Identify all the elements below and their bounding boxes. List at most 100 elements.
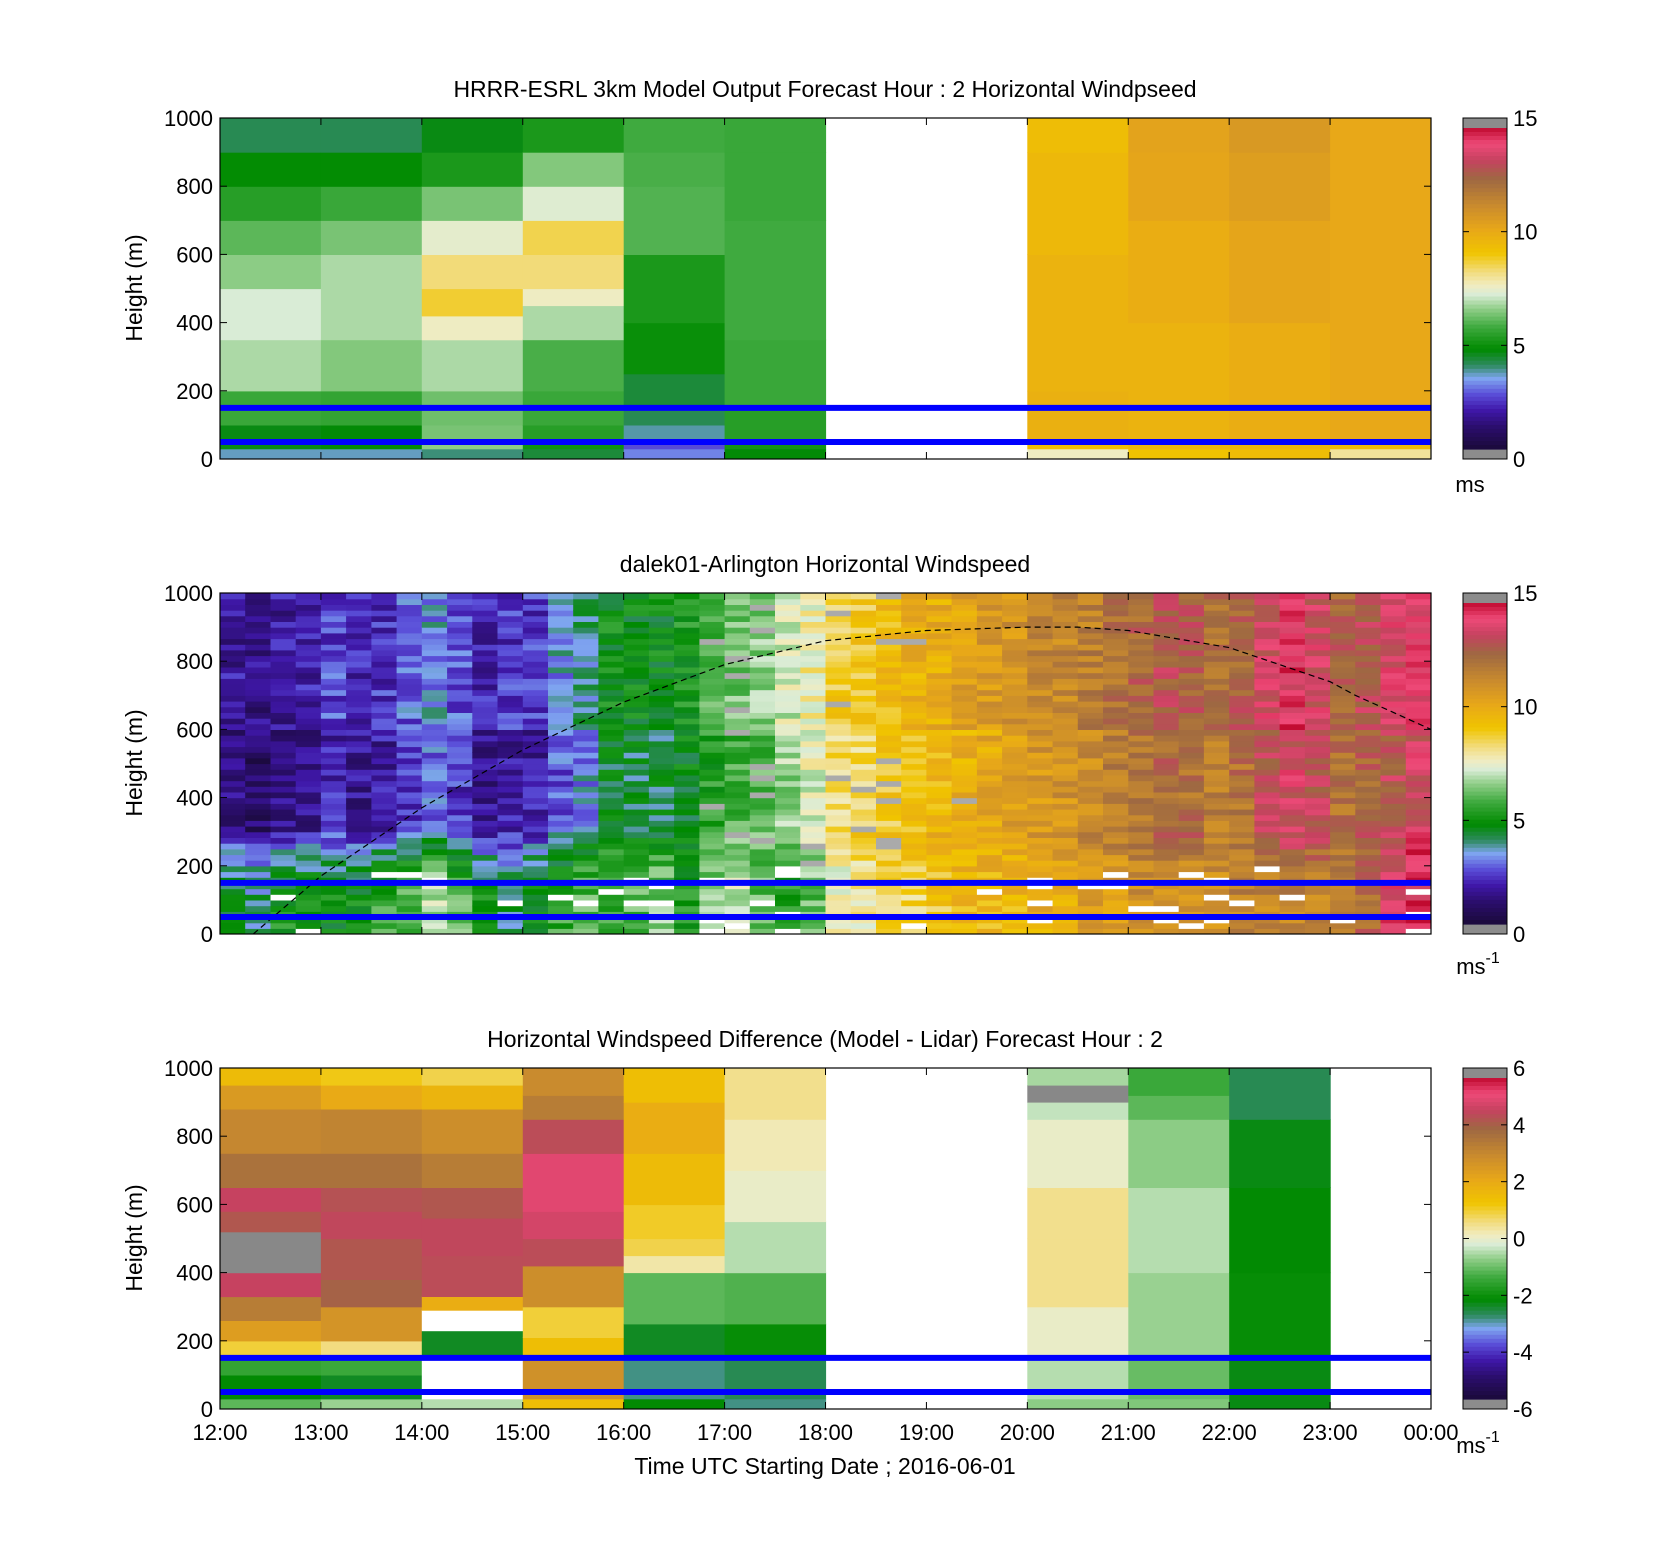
heat-cell xyxy=(1254,723,1281,730)
colorbar-segment xyxy=(1463,775,1507,781)
heat-cell xyxy=(1355,615,1382,622)
colorbar-segment xyxy=(1463,344,1507,350)
heat-cell xyxy=(270,752,297,759)
reference-lines xyxy=(220,404,1431,445)
colorbar-tick-label: 0 xyxy=(1513,447,1525,472)
heat-cell xyxy=(850,905,877,912)
heat-cell xyxy=(270,695,297,702)
heat-cell xyxy=(876,593,902,600)
heat-cell xyxy=(1178,638,1205,645)
heat-cell xyxy=(623,786,650,793)
x-tick-label: 13:00 xyxy=(293,1420,348,1445)
heat-cell xyxy=(951,860,978,867)
colorbar-segment xyxy=(1463,412,1507,418)
heat-cell xyxy=(1203,723,1230,730)
heat-cell xyxy=(901,837,927,844)
heat-cell xyxy=(1304,774,1331,782)
heat-cell xyxy=(1203,797,1230,804)
heat-cell xyxy=(598,928,625,934)
heat-cell xyxy=(1103,769,1129,776)
heat-cell xyxy=(876,826,902,833)
heat-cell xyxy=(295,621,322,628)
colorbar-segment xyxy=(1463,1258,1507,1264)
colorbar-segment xyxy=(1463,1150,1507,1155)
heat-cell xyxy=(421,718,448,725)
heat-cell xyxy=(1330,899,1356,907)
heat-cell xyxy=(548,826,574,833)
y-axis-label: Height (m) xyxy=(121,709,147,816)
heat-cell xyxy=(674,706,700,713)
heat-cell xyxy=(548,610,574,617)
heat-cell xyxy=(1229,763,1255,770)
heat-cell xyxy=(976,860,1003,867)
heat-cell xyxy=(1254,786,1281,793)
heat-cell xyxy=(1405,655,1431,662)
heat-cell xyxy=(421,672,448,679)
heat-cell xyxy=(1103,928,1129,934)
heat-cell xyxy=(270,843,297,850)
heat-cell xyxy=(1027,1306,1129,1359)
heat-cell xyxy=(447,604,473,611)
heat-cell xyxy=(396,683,423,691)
heat-cell xyxy=(775,888,801,895)
heat-cell xyxy=(775,598,801,605)
heat-cell xyxy=(951,780,978,787)
heat-cell xyxy=(1330,843,1356,850)
y-tick-label: 400 xyxy=(176,311,213,336)
heat-cell xyxy=(447,649,473,657)
panel-lidar: dalek01-Arlington Horizontal Windspeed H… xyxy=(121,551,1537,979)
heat-cell xyxy=(1178,837,1205,844)
heat-cell xyxy=(775,757,801,765)
heat-cell xyxy=(800,922,827,929)
colorbar-segment xyxy=(1463,308,1507,314)
heat-cell xyxy=(1027,627,1054,634)
heat-cell xyxy=(1203,899,1230,907)
heat-cell xyxy=(976,695,1003,702)
heat-cell xyxy=(1355,860,1382,867)
heat-cell xyxy=(573,746,599,753)
heat-cell xyxy=(598,649,625,657)
heat-cell xyxy=(1052,922,1079,929)
heat-cell xyxy=(1153,746,1180,753)
colorbar-segment xyxy=(1463,791,1507,797)
heat-cell xyxy=(320,774,347,782)
y-tick-label: 800 xyxy=(176,1124,213,1149)
heat-cell xyxy=(976,774,1003,782)
colorbar-segment xyxy=(1463,264,1507,269)
heat-cell xyxy=(598,735,625,742)
heat-cell xyxy=(1052,928,1079,934)
colorbar-tick-label: -2 xyxy=(1513,1283,1533,1308)
heat-cell xyxy=(1103,683,1129,691)
heat-cell xyxy=(951,763,978,770)
heat-cell xyxy=(371,621,398,628)
heat-cell xyxy=(825,746,852,753)
heat-cell xyxy=(447,848,473,856)
heat-cell xyxy=(800,621,827,628)
heat-cell xyxy=(1128,118,1230,153)
heat-cell xyxy=(472,678,499,685)
heat-cell xyxy=(699,871,726,878)
heat-cell xyxy=(724,860,751,867)
heat-cell xyxy=(1077,763,1104,770)
heat-cell xyxy=(472,757,499,765)
heat-cell xyxy=(1178,809,1205,816)
heat-cell xyxy=(850,593,877,600)
heat-cell xyxy=(951,791,978,799)
heat-cell xyxy=(1405,644,1431,651)
heat-cell xyxy=(1405,899,1431,907)
heat-cell xyxy=(270,865,297,873)
heat-cell xyxy=(245,882,271,890)
heat-cell xyxy=(371,740,398,748)
heat-cell xyxy=(1103,723,1129,730)
colorbar-segment xyxy=(1463,1354,1507,1360)
heat-cell xyxy=(421,632,448,640)
heat-cell xyxy=(876,666,902,674)
heat-cell xyxy=(346,860,372,867)
heat-cell xyxy=(573,689,599,696)
heat-cell xyxy=(800,706,827,713)
heat-cell xyxy=(1002,786,1028,793)
heat-cell xyxy=(1103,649,1129,657)
heat-cell xyxy=(876,655,902,662)
heat-cell xyxy=(1077,598,1104,605)
heat-cell xyxy=(1254,888,1281,895)
